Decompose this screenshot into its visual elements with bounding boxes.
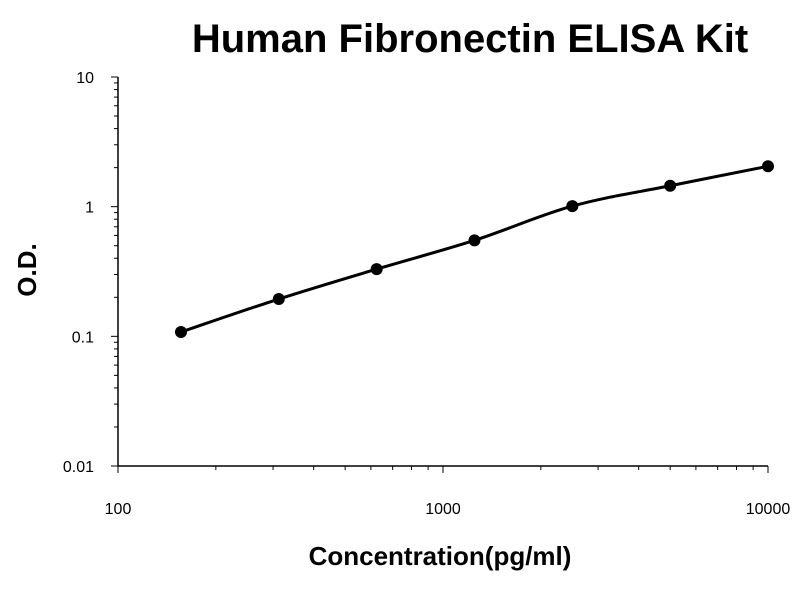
x-tick-label: 100 xyxy=(105,501,132,518)
chart-title: Human Fibronectin ELISA Kit xyxy=(192,17,748,61)
axes xyxy=(117,77,768,467)
x-tick-label: 10000 xyxy=(746,501,791,518)
data-point xyxy=(664,179,677,192)
y-ticks: 0.01 0.1 1 10 xyxy=(63,70,118,476)
x-axis-label: Concentration(pg/ml) xyxy=(309,541,572,571)
data-point xyxy=(566,200,579,213)
x-tick-label: 1000 xyxy=(425,501,461,518)
y-tick-label: 10 xyxy=(76,70,94,87)
y-axis-label: O.D. xyxy=(12,243,42,296)
data-point xyxy=(272,293,285,306)
y-tick-label: 1 xyxy=(85,200,94,217)
data-point xyxy=(174,325,187,338)
fit-curve xyxy=(180,164,769,334)
y-tick-label: 0.1 xyxy=(72,329,94,346)
data-point xyxy=(468,234,481,247)
data-point xyxy=(370,263,383,276)
data-point xyxy=(762,160,774,173)
y-tick-label: 0.01 xyxy=(63,459,94,476)
x-ticks: 100 1000 10000 xyxy=(105,466,791,518)
data-points xyxy=(174,160,774,338)
